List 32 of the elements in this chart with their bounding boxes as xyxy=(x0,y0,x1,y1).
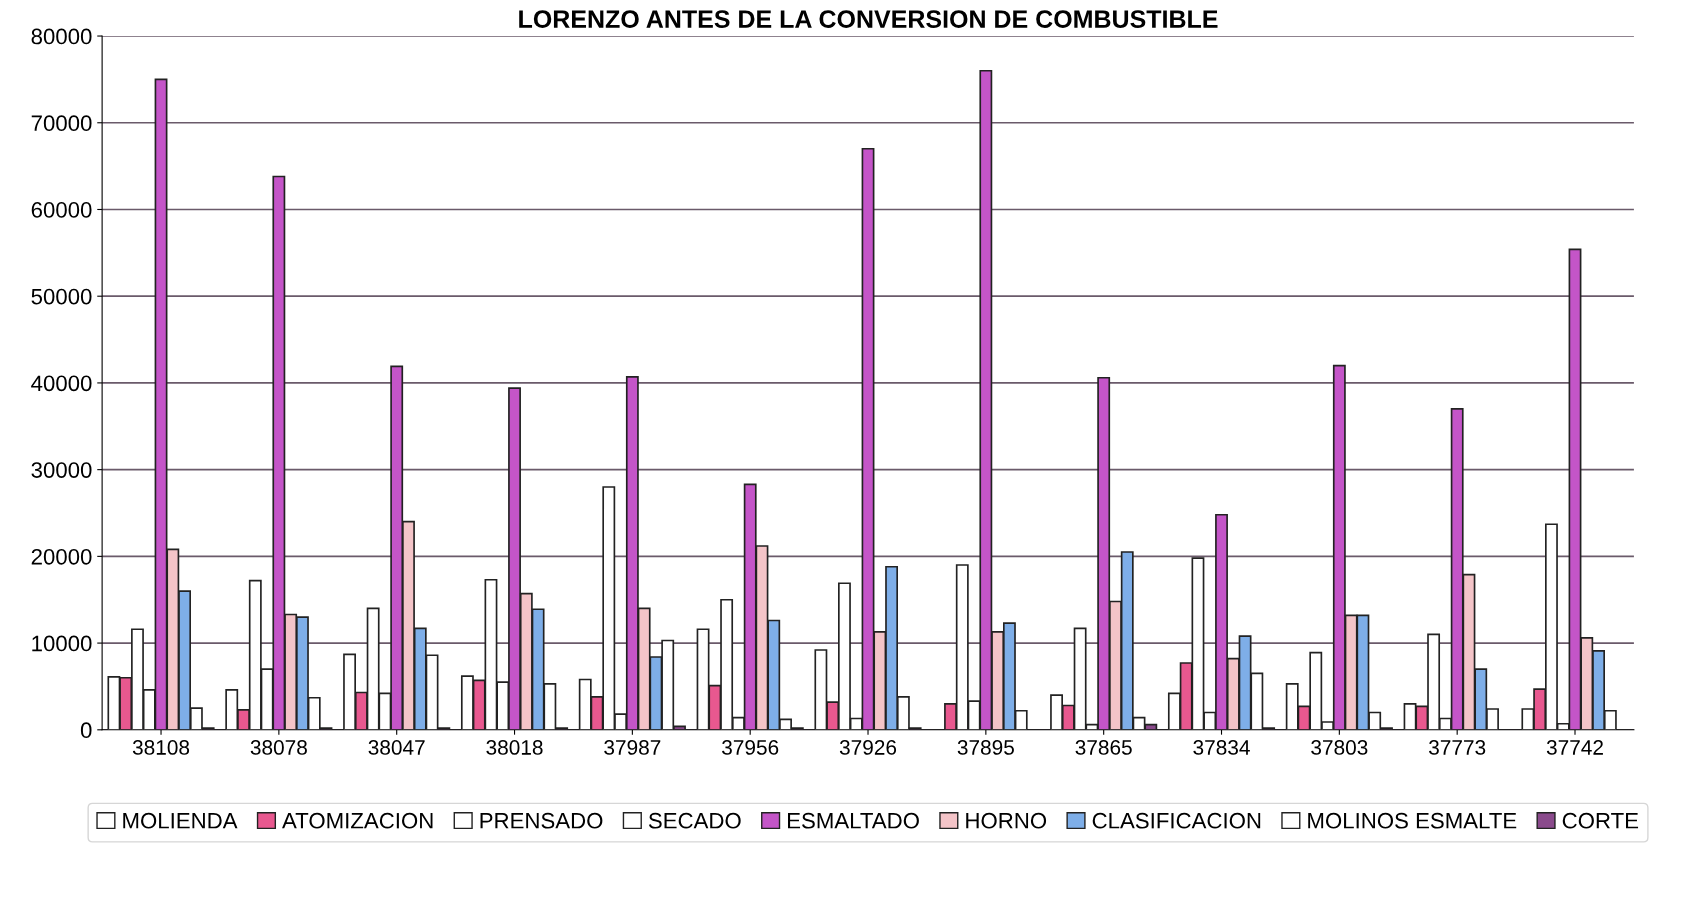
chart-title: LORENZO ANTES DE LA CONVERSION DE COMBUSTIBLE xyxy=(519,10,1218,28)
y-tick-label: 50000 xyxy=(31,288,92,305)
x-tick-label: 37773 xyxy=(1429,740,1486,755)
legend-label: SECADO xyxy=(648,812,741,829)
x-tick-label: 37895 xyxy=(957,740,1014,755)
legend-label: HORNO xyxy=(966,812,1047,829)
x-tick-label: 37834 xyxy=(1193,740,1250,755)
legend-label: MOLIENDA xyxy=(123,812,238,829)
legend-label: ATOMIZACION xyxy=(282,812,433,829)
x-tick-label: 37742 xyxy=(1546,740,1603,755)
x-tick-label: 38018 xyxy=(486,740,543,755)
y-tick-label: 60000 xyxy=(31,202,92,218)
x-tick-label: 37865 xyxy=(1075,740,1132,755)
legend-label: CLASIFICACION xyxy=(1092,812,1261,829)
y-tick-label: 70000 xyxy=(31,115,92,132)
x-tick-label: 38047 xyxy=(368,740,425,755)
x-tick-label: 38078 xyxy=(250,740,307,755)
x-tick-label: 38108 xyxy=(132,740,190,755)
y-tick-label: 40000 xyxy=(31,375,92,392)
legend-label: CORTE xyxy=(1562,812,1639,829)
y-tick-label: 10000 xyxy=(32,635,92,652)
y-tick-label: 80000 xyxy=(31,28,92,45)
legend-label: PRENSADO xyxy=(480,812,603,829)
y-tick-label: 30000 xyxy=(31,462,92,478)
legend-label: ESMALTADO xyxy=(788,812,919,829)
x-tick-label: 37803 xyxy=(1311,740,1368,755)
x-tick-label: 37926 xyxy=(839,740,897,755)
y-tick-label: 20000 xyxy=(31,548,92,565)
x-tick-label: 37987 xyxy=(604,740,661,755)
y-tick-label: 0 xyxy=(80,722,92,739)
legend-label: MOLINOS ESMALTE xyxy=(1308,812,1517,829)
x-tick-label: 37956 xyxy=(722,740,779,755)
